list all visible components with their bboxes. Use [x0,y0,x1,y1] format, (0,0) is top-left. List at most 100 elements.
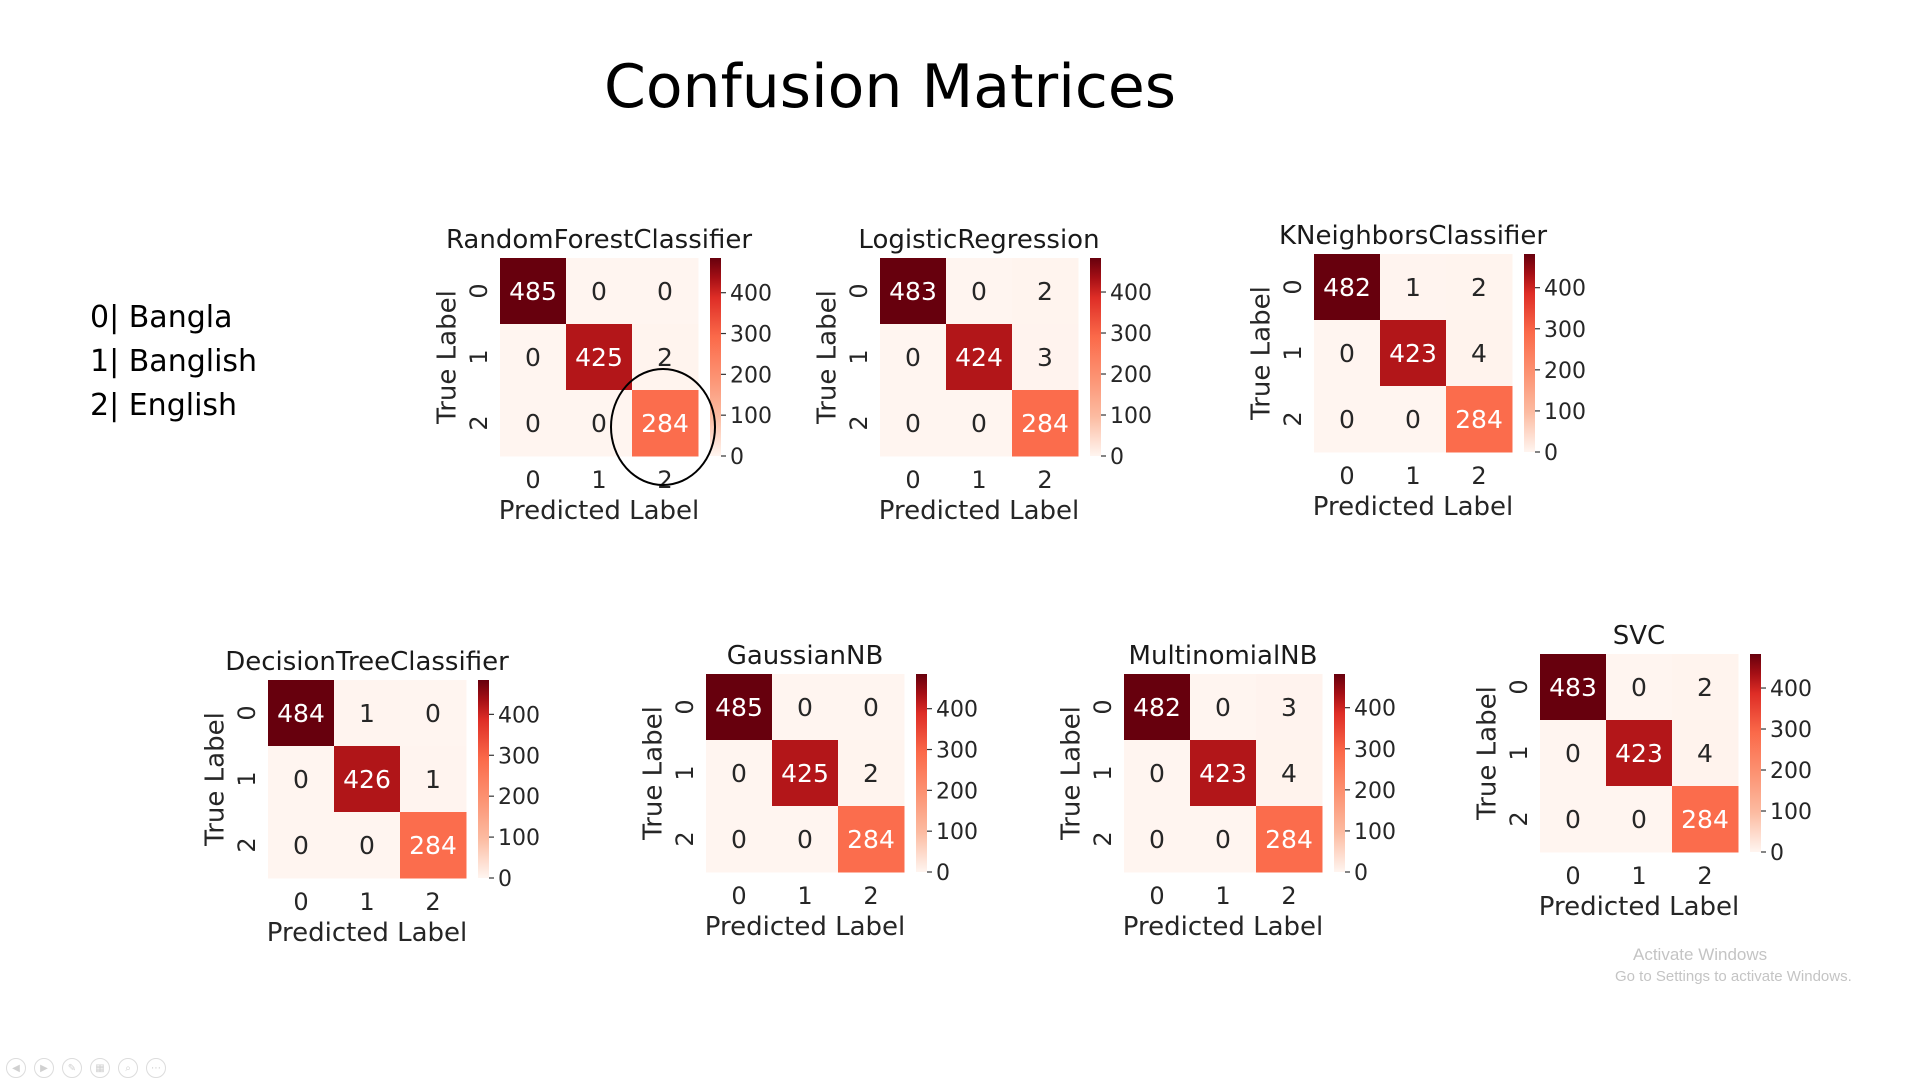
slides-grid-icon[interactable]: ▦ [90,1058,110,1078]
heatmap-cell [1380,320,1447,387]
heatmap-cell [1314,320,1381,387]
y-axis-label: True Label [813,290,843,425]
heatmap-cell [334,746,401,813]
cell-value-label: 0 [525,343,541,372]
heatmap-cell [1012,390,1079,457]
heatmap-cell [268,680,335,747]
cell-value-label: 3 [1037,343,1053,372]
colorbar-tick-label: 100 [936,820,978,845]
heatmap-title: KNeighborsClassifier [1279,221,1547,251]
colorbar-tick-label: 200 [1110,363,1152,388]
heatmap-cell [400,812,467,879]
cell-value-label: 0 [591,277,607,306]
previous-slide-icon[interactable]: ◀ [6,1058,26,1078]
colorbar-tick-label: 0 [498,867,512,892]
y-tick-label: 0 [465,283,493,298]
cell-value-label: 1 [425,765,441,794]
heatmap-cell [268,746,335,813]
x-tick-label: 0 [1339,462,1354,490]
colorbar-tick-label: 0 [730,445,744,470]
y-tick-label: 2 [465,415,493,430]
cell-value-label: 284 [1681,805,1729,834]
x-tick-label: 2 [657,466,672,494]
more-options-icon[interactable]: ⋯ [146,1058,166,1078]
heatmap-cell [1606,786,1673,853]
heatmap-cell [880,258,947,325]
cell-value-label: 423 [1389,339,1437,368]
heatmap-cell [838,806,905,873]
heatmap-cell [1540,720,1607,787]
cell-value-label: 1 [1405,273,1421,302]
colorbar-tick-label: 100 [1544,400,1586,425]
heatmap-cell [1124,674,1191,741]
pen-icon[interactable]: ✎ [62,1058,82,1078]
heatmap-cell [400,746,467,813]
x-tick-label: 2 [1697,862,1712,890]
cell-value-label: 4 [1281,759,1297,788]
zoom-icon[interactable]: ⌕ [118,1058,138,1078]
cell-value-label: 0 [1339,405,1355,434]
colorbar-tick-label: 200 [1544,359,1586,384]
class-legend: 0| Bangla 1| Banglish 2| English [90,296,257,428]
colorbar-tick-label: 0 [1110,445,1124,470]
legend-item-english: 2| English [90,388,238,423]
cell-value-label: 423 [1615,739,1663,768]
y-tick-label: 0 [1089,699,1117,714]
x-tick-label: 2 [425,888,440,916]
colorbar-tick-label: 300 [498,744,540,769]
heatmap-cell [500,390,567,457]
x-tick-label: 1 [971,466,986,494]
y-tick-label: 1 [1505,745,1533,760]
cell-value-label: 284 [641,409,689,438]
colorbar-tick-label: 200 [1354,779,1396,804]
x-axis-label: Predicted Label [705,912,905,942]
y-axis-label: True Label [201,712,231,847]
colorbar-tick-label: 300 [1544,318,1586,343]
colorbar-tick-label: 400 [1544,277,1586,302]
cell-value-label: 0 [1405,405,1421,434]
cell-value-label: 0 [293,831,309,860]
y-axis-label: True Label [1057,706,1087,841]
colorbar [478,680,489,878]
colorbar-tick-label: 0 [1544,441,1558,466]
cell-value-label: 0 [971,277,987,306]
heatmap-title: RandomForestClassifier [446,225,752,255]
heatmap-cell [400,680,467,747]
colorbar-tick-label: 200 [936,779,978,804]
x-axis-label: Predicted Label [1123,912,1323,942]
heatmap-cell [1012,324,1079,391]
next-slide-icon[interactable]: ▶ [34,1058,54,1078]
cell-value-label: 0 [1149,759,1165,788]
cell-value-label: 2 [863,759,879,788]
legend-item-banglish: 1| Banglish [90,344,258,379]
y-axis-label: True Label [1247,286,1277,421]
cell-value-label: 482 [1323,273,1371,302]
heatmap-cell [1124,740,1191,807]
heatmap-cell [772,806,839,873]
heatmap-cell [1256,674,1323,741]
heatmap-cell [1190,674,1257,741]
heatmap-title: LogisticRegression [858,225,1099,255]
cell-value-label: 483 [889,277,937,306]
x-tick-label: 2 [1281,882,1296,910]
colorbar-tick-label: 400 [1354,697,1396,722]
heatmap-cell [1190,740,1257,807]
cell-value-label: 0 [1565,805,1581,834]
colorbar-tick-label: 0 [1770,841,1784,866]
colorbar-tick-label: 100 [730,404,772,429]
x-tick-label: 1 [797,882,812,910]
heatmap-cell [500,324,567,391]
colorbar [916,674,927,872]
heatmap-cell [772,740,839,807]
y-tick-label: 0 [1505,679,1533,694]
heatmap-title: DecisionTreeClassifier [225,647,509,677]
heatmap-cell [500,258,567,325]
cell-value-label: 0 [425,699,441,728]
y-tick-label: 1 [465,349,493,364]
cell-value-label: 0 [359,831,375,860]
heatmap-cell [566,324,633,391]
colorbar [1750,654,1761,852]
colorbar [1334,674,1345,872]
x-tick-label: 0 [905,466,920,494]
